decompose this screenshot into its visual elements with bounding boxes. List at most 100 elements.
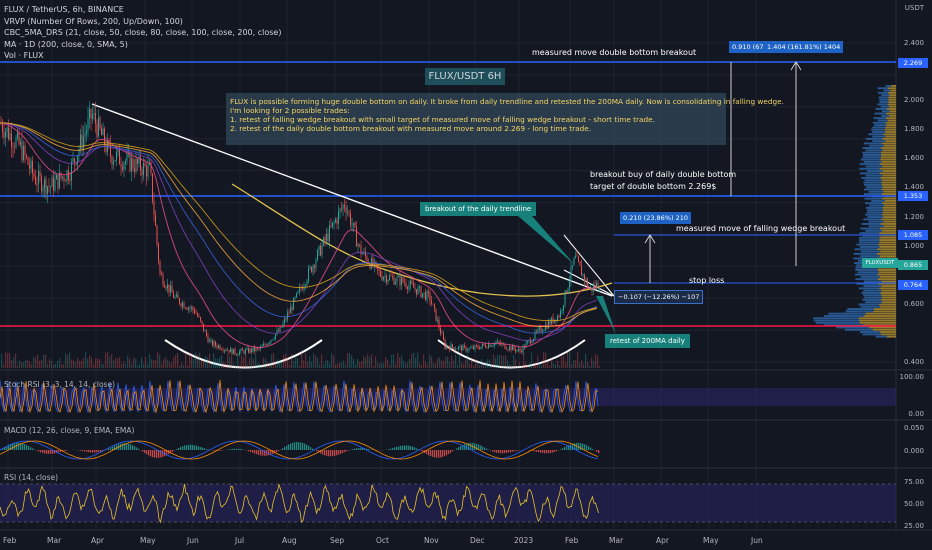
macd-tick: 0.050 — [903, 424, 924, 432]
candle-body — [96, 123, 98, 137]
candle-body — [233, 348, 234, 355]
candle-body — [48, 186, 50, 187]
volume-bar — [253, 359, 255, 368]
x-tick: Feb — [565, 536, 579, 545]
volume-bar — [563, 355, 565, 368]
candle-body — [333, 222, 335, 223]
y-tick: 1.800 — [903, 125, 924, 133]
macd-histogram — [574, 443, 576, 450]
volume-bar — [309, 356, 311, 368]
candle-body — [224, 349, 225, 351]
volume-bar — [157, 352, 159, 368]
rsi-title[interactable]: RSI (14, close) — [4, 473, 59, 482]
volume-bar — [559, 365, 561, 368]
volume-profile-bar-up — [863, 218, 882, 221]
volume-bar — [387, 359, 389, 368]
candle-body — [527, 341, 528, 343]
candle-body — [413, 283, 414, 288]
macd-histogram — [124, 443, 126, 450]
volume-bar — [507, 360, 509, 368]
macd-histogram — [192, 444, 194, 450]
volume-bar — [127, 356, 129, 368]
candle-body — [105, 144, 107, 152]
volume-profile-bar-up — [864, 197, 882, 200]
macd-title[interactable]: MACD (12, 26, close, 9, EMA, EMA) — [4, 426, 135, 435]
volume-bar — [429, 354, 431, 368]
indicator-vrvp[interactable]: VRVP (Number Of Rows, 200, Up/Down, 100) — [4, 16, 183, 26]
volume-bar — [183, 365, 185, 368]
macd-histogram — [132, 445, 134, 450]
volume-profile-bar-down — [879, 239, 896, 241]
candle-body — [137, 158, 138, 164]
candle-body — [446, 345, 447, 349]
volume-bar — [13, 356, 15, 368]
candle-body — [9, 133, 11, 140]
volume-profile-bar-down — [884, 128, 896, 131]
macd-histogram — [584, 444, 586, 450]
volume-profile-bar-down — [882, 301, 896, 304]
candle-body — [369, 263, 371, 269]
macd-histogram — [482, 446, 484, 450]
candle-body — [149, 162, 150, 165]
volume-profile-bar-down — [887, 91, 896, 94]
volume-bar — [201, 360, 203, 368]
volume-bar — [275, 361, 277, 368]
volume-bar — [229, 356, 231, 368]
volume-profile-bar-up — [866, 211, 883, 214]
candle-body — [416, 289, 417, 295]
candle-body — [104, 128, 105, 145]
callout-pointer — [518, 216, 575, 265]
macd-histogram — [56, 450, 58, 453]
macd-histogram — [284, 446, 286, 450]
volume-profile-bar-down — [879, 163, 896, 166]
macd-histogram — [260, 450, 262, 456]
volume-bar — [213, 353, 215, 368]
indicator-cbc[interactable]: CBC_5MA_DRS (21, close, 50, close, 80, c… — [4, 28, 282, 37]
volume-bar — [551, 358, 553, 368]
candle-body — [525, 342, 527, 348]
volume-bar — [555, 364, 557, 368]
volume-profile-bar-up — [878, 96, 889, 99]
volume-bar — [397, 353, 399, 368]
candle-body — [371, 258, 372, 269]
label-trendline-break: breakout of the daily trendline — [420, 202, 537, 216]
candle-body — [576, 255, 578, 257]
macd-histogram — [538, 450, 540, 453]
candle-body — [24, 145, 26, 156]
candle-body — [254, 347, 255, 352]
macd-histogram — [92, 450, 94, 453]
candle-body — [542, 331, 543, 332]
volume-bar — [391, 354, 393, 368]
legend: FLUX / TetherUS, 6h, BINANCE VRVP (Numbe… — [4, 4, 281, 62]
volume-bar — [175, 354, 177, 368]
macd-histogram — [110, 447, 112, 450]
candle-body — [204, 330, 206, 332]
candle-body — [99, 117, 101, 129]
volume-profile-bar-down — [880, 158, 896, 161]
rsi-band — [0, 484, 896, 522]
volume-bar — [355, 364, 357, 368]
macd-histogram — [292, 442, 294, 450]
volume-profile-bar-up — [863, 285, 882, 287]
x-tick: Sep — [330, 536, 345, 545]
volume-bar — [295, 355, 297, 368]
macd-histogram — [144, 450, 146, 454]
symbol-line[interactable]: FLUX / TetherUS, 6h, BINANCE — [4, 5, 124, 14]
volume-profile-bar-up — [864, 183, 882, 186]
stoch-title[interactable]: Stoch RSI (3, 3, 14, 14, close) — [4, 380, 115, 389]
volume-bar — [325, 360, 327, 368]
macd-histogram — [6, 445, 8, 450]
indicator-ma[interactable]: MA · 1D (200, close, 0, SMA, 5) — [4, 39, 128, 49]
indicator-vol[interactable]: Vol · FLUX — [4, 51, 44, 60]
volume-profile-bar-up — [847, 308, 875, 310]
volume-bar — [485, 361, 487, 368]
annotation-box: FLUX is possible forming huge double bot… — [226, 93, 784, 145]
volume-profile-bar-up — [860, 305, 881, 308]
candle-body — [450, 344, 452, 350]
candle-body — [195, 312, 197, 314]
macd-histogram — [8, 444, 10, 450]
volume-profile-bar-down — [877, 248, 896, 251]
candle-body — [431, 300, 432, 304]
macd-histogram — [438, 450, 440, 458]
candle-body — [323, 237, 324, 246]
